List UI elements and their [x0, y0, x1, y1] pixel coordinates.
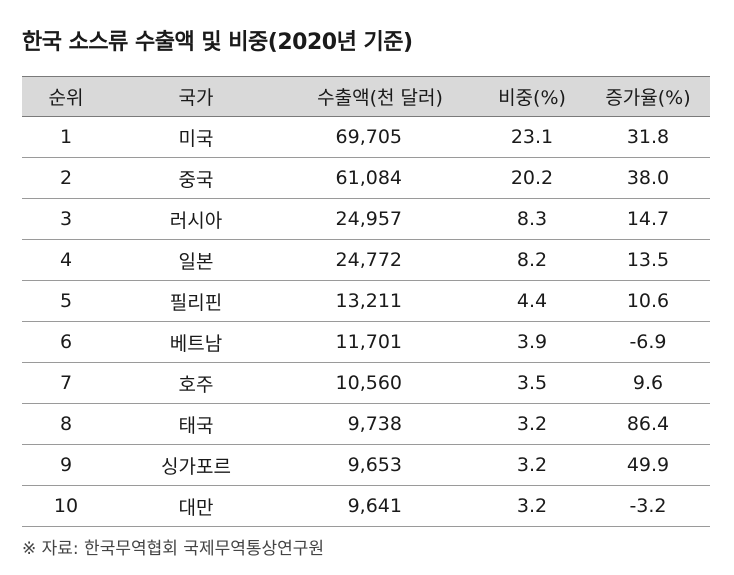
cell-rank: 7	[22, 362, 110, 404]
header-export: 수출액(천 달러)	[282, 76, 478, 117]
header-rank: 순위	[22, 76, 110, 117]
cell-growth: 31.8	[586, 116, 710, 158]
cell-country: 싱가포르	[110, 444, 282, 486]
table-row: 5 필리핀 13,211 4.4 10.6	[22, 280, 710, 322]
table-row: 3 러시아 24,957 8.3 14.7	[22, 198, 710, 240]
cell-export: 10,560	[282, 362, 478, 404]
cell-country: 호주	[110, 362, 282, 404]
header-growth: 증가율(%)	[586, 76, 710, 117]
table-row: 8 태국 9,738 3.2 86.4	[22, 403, 710, 445]
header-share: 비중(%)	[478, 76, 586, 117]
cell-share: 8.3	[478, 198, 586, 240]
page-title: 한국 소스류 수출액 및 비중(2020년 기준)	[22, 30, 413, 55]
cell-share: 3.2	[478, 403, 586, 445]
header-country: 국가	[110, 76, 282, 117]
cell-share: 20.2	[478, 157, 586, 199]
cell-country: 태국	[110, 403, 282, 445]
cell-country: 베트남	[110, 321, 282, 363]
table-row: 9 싱가포르 9,653 3.2 49.9	[22, 444, 710, 486]
cell-country: 중국	[110, 157, 282, 199]
cell-growth: -3.2	[586, 485, 710, 527]
cell-rank: 8	[22, 403, 110, 445]
cell-export: 9,641	[282, 485, 478, 527]
cell-growth: 49.9	[586, 444, 710, 486]
cell-growth: 14.7	[586, 198, 710, 240]
cell-share: 3.2	[478, 444, 586, 486]
cell-country: 필리핀	[110, 280, 282, 322]
table-row: 6 베트남 11,701 3.9 -6.9	[22, 321, 710, 363]
cell-export: 24,957	[282, 198, 478, 240]
cell-share: 3.2	[478, 485, 586, 527]
cell-growth: 86.4	[586, 403, 710, 445]
table-header-row: 순위 국가 수출액(천 달러) 비중(%) 증가율(%)	[22, 76, 710, 117]
table-row: 4 일본 24,772 8.2 13.5	[22, 239, 710, 281]
export-table: 순위 국가 수출액(천 달러) 비중(%) 증가율(%) 1 미국 69,705 23…	[22, 76, 710, 527]
table-row: 2 중국 61,084 20.2 38.0	[22, 157, 710, 199]
cell-export: 24,772	[282, 239, 478, 281]
cell-export: 61,084	[282, 157, 478, 199]
cell-growth: 13.5	[586, 239, 710, 281]
source-note: ※ 자료: 한국무역협회 국제무역통상연구원	[22, 539, 325, 559]
cell-growth: 38.0	[586, 157, 710, 199]
table-body: 1 미국 69,705 23.1 31.8 2 중국 61,084 20.2 38.0 3 러시아 24…	[22, 116, 710, 527]
table-row: 10 대만 9,641 3.2 -3.2	[22, 485, 710, 527]
cell-rank: 3	[22, 198, 110, 240]
table-row: 7 호주 10,560 3.5 9.6	[22, 362, 710, 404]
cell-country: 러시아	[110, 198, 282, 240]
cell-rank: 2	[22, 157, 110, 199]
cell-rank: 4	[22, 239, 110, 281]
cell-growth: -6.9	[586, 321, 710, 363]
cell-export: 9,738	[282, 403, 478, 445]
cell-country: 대만	[110, 485, 282, 527]
cell-share: 8.2	[478, 239, 586, 281]
cell-share: 3.5	[478, 362, 586, 404]
cell-rank: 6	[22, 321, 110, 363]
cell-growth: 10.6	[586, 280, 710, 322]
cell-export: 69,705	[282, 116, 478, 158]
cell-export: 11,701	[282, 321, 478, 363]
cell-share: 23.1	[478, 116, 586, 158]
cell-country: 일본	[110, 239, 282, 281]
table-row: 1 미국 69,705 23.1 31.8	[22, 116, 710, 158]
cell-share: 4.4	[478, 280, 586, 322]
cell-share: 3.9	[478, 321, 586, 363]
cell-rank: 10	[22, 485, 110, 527]
cell-rank: 1	[22, 116, 110, 158]
cell-rank: 9	[22, 444, 110, 486]
cell-export: 13,211	[282, 280, 478, 322]
cell-export: 9,653	[282, 444, 478, 486]
cell-rank: 5	[22, 280, 110, 322]
cell-growth: 9.6	[586, 362, 710, 404]
cell-country: 미국	[110, 116, 282, 158]
